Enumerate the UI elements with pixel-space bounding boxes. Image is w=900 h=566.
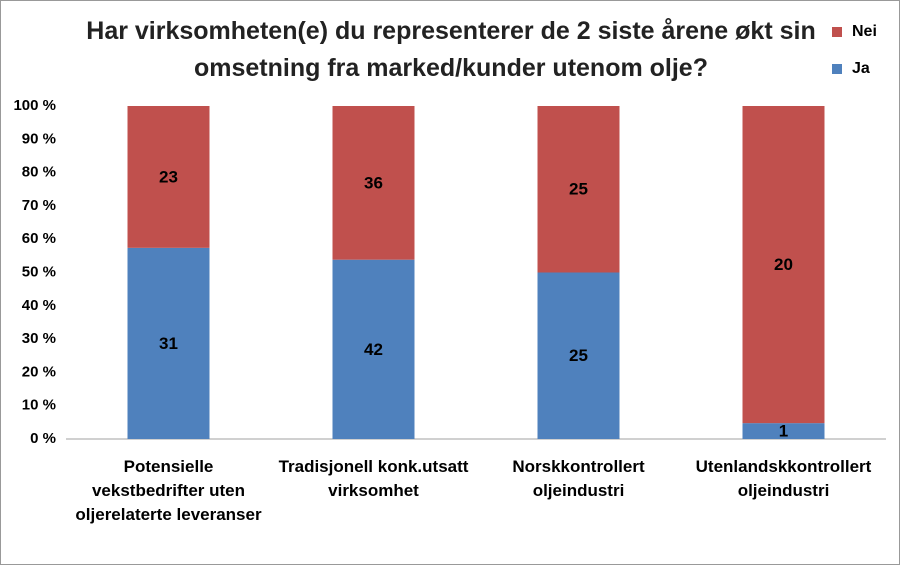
data-label: 25 [569, 180, 588, 199]
legend-swatch [832, 27, 842, 37]
data-label: 31 [159, 334, 178, 353]
y-tick-label: 0 % [30, 430, 56, 447]
y-tick-label: 90 % [22, 130, 56, 147]
bar-segment [742, 423, 825, 439]
data-label: 36 [364, 173, 383, 192]
bar-segment [537, 106, 620, 273]
y-tick-label: 10 % [22, 397, 56, 414]
y-tick-label: 70 % [22, 197, 56, 214]
legend-swatch [832, 64, 842, 74]
x-tick-label: Tradisjonell konk.utsatt virksomhet [278, 457, 469, 500]
x-tick-label: Potensielle vekstbedrifter uten oljerela… [75, 457, 262, 524]
y-tick-label: 50 % [22, 263, 56, 280]
x-tick-label: Norskkontrollert oljeindustri [512, 457, 645, 500]
data-label: 25 [569, 346, 588, 365]
legend-label: Ja [852, 60, 870, 77]
bar-segment [332, 259, 415, 439]
y-tick-label: 80 % [22, 164, 56, 181]
y-tick-label: 30 % [22, 330, 56, 347]
y-tick-label: 20 % [22, 363, 56, 380]
bar-segment [742, 106, 825, 424]
y-tick-label: 40 % [22, 297, 56, 314]
chart-title: Har virksomheten(e) du representerer de … [86, 17, 816, 82]
data-label: 1 [779, 422, 788, 441]
bar-segment [537, 272, 620, 439]
x-tick-label: Utenlandskkontrollert oljeindustri [695, 457, 872, 500]
y-tick-label: 100 % [13, 97, 56, 114]
data-label: 42 [364, 340, 383, 359]
bar-segment [332, 106, 415, 260]
legend-label: Nei [852, 23, 877, 40]
bar-segment [127, 106, 210, 248]
data-label: 23 [159, 167, 178, 186]
bar-segment [127, 247, 210, 439]
y-tick-label: 60 % [22, 230, 56, 247]
data-label: 20 [774, 255, 793, 274]
